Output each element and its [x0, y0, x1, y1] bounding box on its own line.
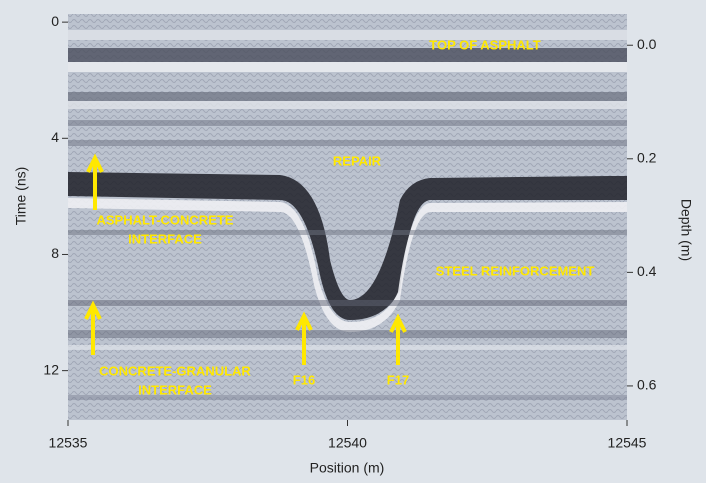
y2-tick-label: 0.2 [637, 150, 657, 166]
y-tick-label: 4 [51, 129, 59, 145]
annotation: REPAIR [333, 153, 382, 168]
y-axis-title: Time (ns) [13, 167, 29, 226]
y2-tick-label: 0.6 [637, 377, 657, 393]
annotation: INTERFACE [128, 231, 202, 246]
annotation: STEEL REINFORCEMENT [436, 263, 595, 278]
annotation: F17 [387, 372, 409, 387]
annotation: CONCRETE-GRANULAR [99, 363, 251, 378]
chart: Time (ns) Depth (m) Position (m) TOP OF … [0, 0, 706, 483]
x-axis-title: Position (m) [310, 460, 385, 476]
annotation: INTERFACE [138, 382, 212, 397]
y-tick-label: 8 [51, 245, 59, 261]
y-tick-label: 12 [43, 361, 59, 377]
x-tick-label: 12540 [328, 435, 367, 451]
annotation: TOP OF ASPHALT [429, 37, 541, 52]
x-tick-label: 12545 [608, 435, 647, 451]
y-tick-label: 0 [51, 13, 59, 29]
y2-axis-title: Depth (m) [678, 199, 694, 261]
annotation: F16 [293, 372, 315, 387]
annotation: ASPHALT-CONCRETE [97, 212, 234, 227]
x-tick-label: 12535 [49, 435, 88, 451]
y2-tick-label: 0.0 [637, 36, 657, 52]
y2-tick-label: 0.4 [637, 263, 657, 279]
